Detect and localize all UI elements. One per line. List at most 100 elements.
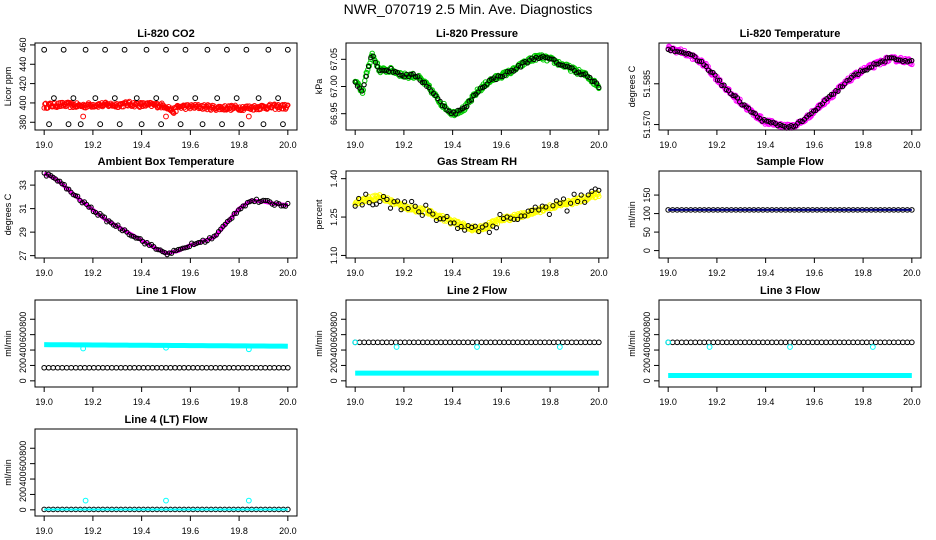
data-point — [557, 200, 563, 206]
data-point — [199, 121, 206, 128]
data-point — [778, 339, 784, 346]
data-point — [424, 339, 431, 346]
data-point — [678, 339, 685, 346]
data-point — [131, 364, 138, 371]
data-point — [715, 339, 721, 346]
data-point — [841, 339, 847, 346]
data-point — [75, 193, 81, 199]
data-point — [387, 205, 394, 211]
data-point — [61, 181, 67, 188]
data-point — [549, 56, 555, 62]
data-point — [800, 339, 807, 346]
y-tick-label: 440 — [18, 57, 28, 72]
data-point — [719, 82, 725, 89]
y-axis-label: degrees C — [627, 65, 637, 107]
data-point — [154, 364, 160, 371]
x-tick-label: 19.0 — [35, 526, 53, 536]
x-tick-label: 19.8 — [230, 140, 248, 150]
data-point — [373, 201, 379, 207]
data-point — [564, 208, 570, 214]
data-point — [86, 204, 92, 210]
data-point — [564, 339, 571, 346]
data-point — [479, 224, 485, 230]
data-point — [104, 364, 111, 371]
series-pressure — [352, 50, 602, 119]
data-point — [528, 339, 534, 346]
data-point — [814, 339, 820, 346]
y-tick-label: 600 — [329, 327, 339, 342]
data-point — [116, 121, 123, 128]
chart-title: Ambient Box Temperature — [98, 156, 235, 168]
x-tick-label: 19.6 — [493, 140, 511, 150]
data-point — [797, 118, 803, 124]
data-point — [158, 121, 165, 128]
data-point — [536, 207, 542, 213]
y-tick-label: 400 — [18, 472, 28, 487]
y-axis-label: Licor ppm — [3, 67, 13, 107]
data-point — [496, 339, 503, 346]
data-point — [212, 364, 219, 371]
data-point — [363, 191, 369, 197]
data-point — [906, 58, 913, 64]
data-point — [143, 46, 150, 53]
y-axis-label: ml/min — [627, 201, 637, 228]
data-point — [687, 51, 694, 58]
plot-frame — [658, 42, 922, 131]
data-point — [714, 77, 720, 83]
y-tick-label: 600 — [18, 327, 28, 342]
data-point — [419, 212, 425, 218]
y-tick-label: 200 — [18, 358, 28, 373]
y-tick-label: 0 — [18, 507, 28, 512]
y-tick-label: 800 — [18, 441, 28, 456]
data-point — [833, 87, 839, 94]
data-point — [128, 233, 134, 239]
data-point — [589, 78, 595, 84]
y-axis-label: ml/min — [3, 330, 13, 357]
data-point — [244, 364, 251, 371]
data-point — [397, 72, 403, 78]
data-point — [155, 247, 161, 253]
data-point — [80, 113, 87, 120]
data-point — [41, 46, 48, 53]
data-point — [823, 339, 829, 346]
data-point — [370, 202, 376, 208]
data-point — [721, 82, 727, 88]
data-point — [416, 209, 422, 215]
x-tick-label: 19.0 — [659, 397, 677, 407]
data-point — [186, 243, 193, 250]
y-tick-label: 420 — [18, 76, 28, 91]
data-point — [60, 46, 67, 53]
x-tick-label: 19.0 — [35, 140, 53, 150]
y-tick-label: 67.05 — [329, 48, 339, 71]
data-point — [705, 339, 712, 346]
data-point — [81, 364, 88, 371]
y-tick-label: 1.40 — [329, 170, 339, 188]
y-axis-label: ml/min — [627, 330, 637, 357]
series-line-1-dips — [80, 344, 252, 353]
y-tick-label: 460 — [18, 37, 28, 52]
series-reference — [41, 364, 291, 371]
data-point — [549, 205, 555, 211]
data-point — [486, 229, 492, 235]
data-point — [836, 339, 843, 346]
data-point — [488, 223, 494, 229]
x-tick-label: 20.0 — [279, 397, 297, 407]
data-point — [553, 198, 560, 204]
data-point — [556, 344, 563, 350]
plot-frame — [345, 299, 609, 388]
y-tick-label: 67.00 — [329, 75, 339, 98]
data-point — [266, 364, 273, 371]
data-point — [596, 84, 602, 91]
data-point — [356, 195, 362, 202]
data-point — [203, 103, 210, 109]
x-tick-label: 20.0 — [590, 397, 608, 407]
data-point — [519, 339, 525, 346]
data-point — [208, 364, 214, 371]
y-tick-label: 1.25 — [329, 208, 339, 226]
data-point — [559, 339, 566, 346]
data-point — [440, 216, 447, 222]
data-point — [63, 364, 70, 371]
data-point — [182, 245, 188, 251]
y-axis-label: ml/min — [3, 459, 13, 486]
x-tick-label: 19.8 — [230, 526, 248, 536]
